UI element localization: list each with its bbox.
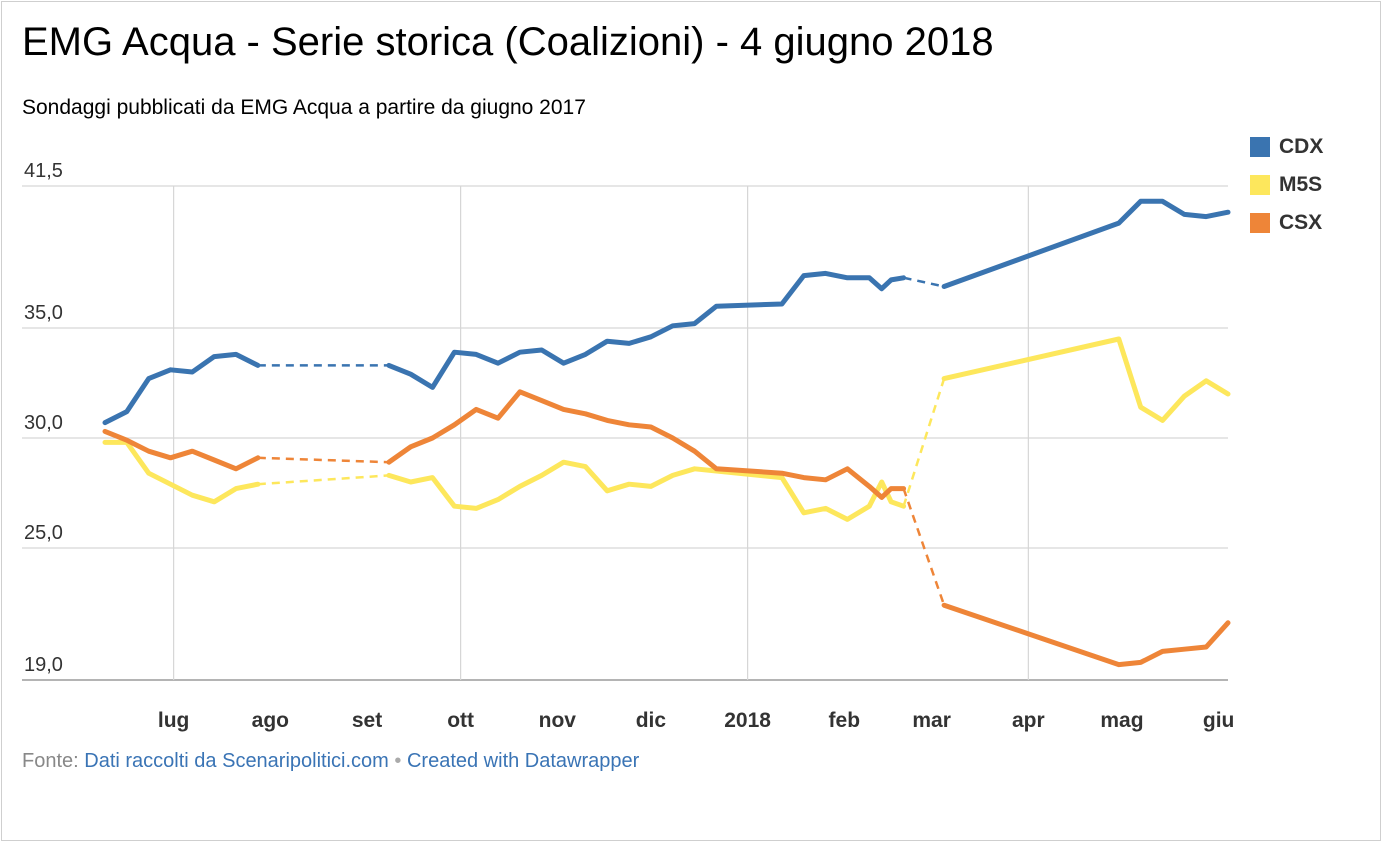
series-line-m5s <box>386 459 907 522</box>
y-tick-label: 41,5 <box>24 160 63 182</box>
source-label: Fonte: <box>22 750 79 772</box>
legend-item-m5s: M5S <box>1250 166 1323 204</box>
legend: CDX M5S CSX <box>1250 128 1323 242</box>
x-tick-label: ago <box>252 709 289 732</box>
source-link[interactable]: Dati raccolti da Scenaripolitici.com <box>84 750 389 772</box>
x-tick-label: ott <box>447 709 474 732</box>
legend-label: CSX <box>1279 211 1323 234</box>
series-line-m5s <box>102 439 261 505</box>
series-gap-cdx <box>903 276 945 288</box>
x-axis-labels: lug ago set ott nov dic 2018 feb mar apr mag giu <box>158 709 1235 732</box>
y-tick-label: 19,0 <box>24 654 63 676</box>
x-tick-label: feb <box>829 709 861 732</box>
y-tick-label: 30,0 <box>24 412 63 434</box>
legend-swatch <box>1250 213 1270 233</box>
chart-subtitle: Sondaggi pubblicati da EMG Acqua a parti… <box>22 96 586 119</box>
x-tick-label: mar <box>912 709 951 732</box>
y-tick-label: 35,0 <box>24 302 63 324</box>
x-tick-label: apr <box>1012 709 1045 732</box>
line-chart: 19,0 25,0 30,0 35,0 41,5 lug ago set ott nov dic 2… <box>22 160 1235 732</box>
series-line-csx <box>386 389 907 500</box>
series-line-cdx <box>941 198 1231 289</box>
series-line-m5s <box>941 336 1231 423</box>
grid-layer <box>22 185 1228 681</box>
legend-item-csx: CSX <box>1250 204 1323 242</box>
series-gap-m5s <box>902 378 946 507</box>
series-line-csx <box>102 428 261 472</box>
chart-title: EMG Acqua - Serie storica (Coalizioni) -… <box>22 20 994 64</box>
series-gap-m5s <box>257 474 389 486</box>
x-tick-label: lug <box>158 709 190 732</box>
x-tick-label: set <box>352 709 382 732</box>
series-line-cdx <box>102 351 261 426</box>
legend-label: CDX <box>1279 135 1324 158</box>
x-tick-label: 2018 <box>724 709 771 732</box>
footer-separator: • <box>394 750 402 772</box>
legend-item-cdx: CDX <box>1250 128 1323 166</box>
legend-label: M5S <box>1279 173 1323 196</box>
footer: Fonte: Dati raccolti da Scenaripolitici.… <box>22 750 639 773</box>
x-tick-label: nov <box>539 709 577 732</box>
series-line-cdx <box>386 270 907 390</box>
y-tick-label: 25,0 <box>24 522 63 544</box>
legend-swatch <box>1250 175 1270 195</box>
datawrapper-link[interactable]: Created with Datawrapper <box>406 750 640 772</box>
x-tick-label: mag <box>1100 709 1143 732</box>
x-tick-label: giu <box>1203 709 1235 732</box>
series-line-csx <box>941 602 1231 668</box>
legend-swatch <box>1250 137 1270 157</box>
x-tick-label: dic <box>636 709 667 732</box>
series-gap-csx <box>902 488 946 606</box>
series-gap-csx <box>257 456 389 464</box>
y-axis-labels: 19,0 25,0 30,0 35,0 41,5 <box>24 160 63 676</box>
series-layer <box>102 198 1231 668</box>
